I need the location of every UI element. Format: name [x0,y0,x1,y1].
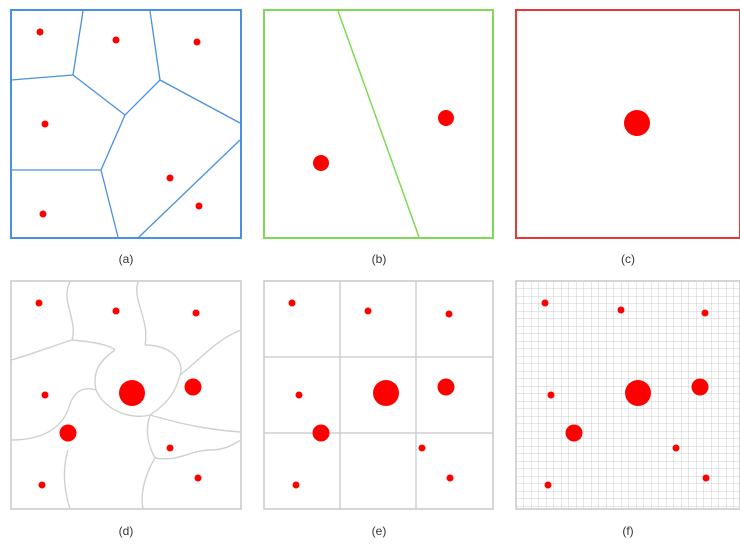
site-point [544,481,552,489]
panel-caption-f: (f) [622,524,634,538]
site-point [624,110,650,136]
site-point [59,424,77,442]
panel-caption-c: (c) [621,252,635,266]
curved-edge [146,414,156,459]
site-point [312,424,330,442]
curved-edge [71,339,116,351]
site-point [195,202,203,210]
curved-edge [10,339,73,361]
site-point [288,299,296,307]
bisector-line [337,10,420,238]
site-point [313,155,329,171]
site-point [295,391,303,399]
site-points [541,299,710,489]
voronoi-edge [72,10,84,76]
site-point [445,310,453,318]
site-point [701,309,709,317]
site-point [292,481,300,489]
voronoi-edge [72,74,126,116]
curved-edge [144,344,182,376]
curved-edge [67,388,97,411]
panel-caption-d: (d) [118,524,134,538]
curved-edge [63,449,71,510]
site-point [364,307,372,315]
site-point [36,28,44,36]
voronoi-edge [149,10,161,81]
site-point [39,210,47,218]
site-point [192,309,200,317]
curved-edge [154,439,242,460]
panel-caption-a: (a) [118,252,134,266]
site-point [702,474,710,482]
site-point [691,378,709,396]
panel-d [10,280,242,510]
site-point [184,378,202,396]
site-point [437,378,455,396]
voronoi-edge [138,139,241,238]
site-point [373,380,399,406]
panel-caption-b: (b) [371,252,387,266]
site-point [418,444,426,452]
curved-edge [149,414,242,433]
site-points [35,299,202,489]
curved-edge [179,329,242,376]
voronoi-edge [10,74,74,81]
voronoi-edge [100,114,126,171]
panel-e [263,280,494,510]
panel-b [263,9,494,239]
panel-c [515,9,740,239]
curved-edge [141,457,156,510]
curved-edge [136,281,147,346]
site-point [119,380,145,406]
panel-f [515,280,740,510]
curved-edge [95,389,151,417]
voronoi-edge [100,169,119,238]
site-point [38,481,46,489]
curved-edges [10,281,242,510]
site-point [41,120,49,128]
site-point [112,307,120,315]
site-point [166,174,174,182]
site-point [166,444,174,452]
site-point [112,36,120,44]
curved-edge [10,409,69,441]
panel-a [10,9,242,239]
voronoi-edges [10,10,241,238]
site-point [438,110,454,126]
panel-a-border [10,9,242,239]
curved-edge [149,374,181,416]
site-point [565,424,583,442]
site-point [617,306,625,314]
site-points [288,299,455,489]
coarse-grid [264,281,493,509]
panel-caption-e: (e) [371,524,387,538]
voronoi-edge [124,79,161,116]
site-point [541,299,549,307]
curved-edge [94,349,116,391]
curved-edge [66,281,74,341]
site-point [41,391,49,399]
site-point [547,391,555,399]
site-points [36,28,203,218]
site-point [446,474,454,482]
site-point [625,380,651,406]
site-point [35,299,43,307]
site-point [672,444,680,452]
site-point [193,38,201,46]
site-point [194,474,202,482]
voronoi-edge [159,79,241,124]
